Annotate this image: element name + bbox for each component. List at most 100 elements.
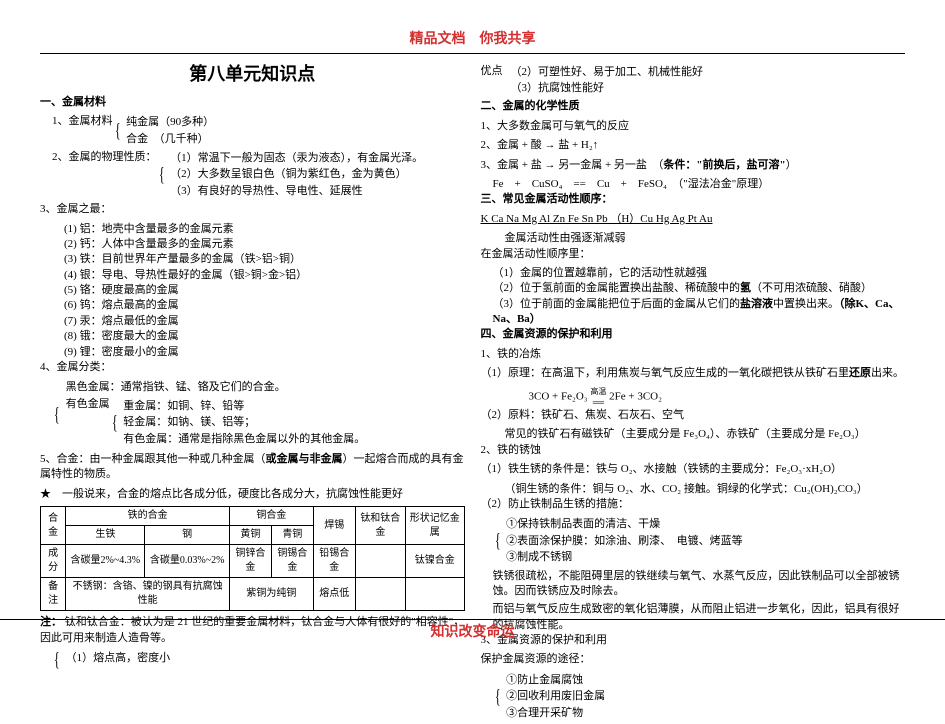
advantage-block: 优点 （2）可塑性好、易于加工、机械性能好 （3）抗腐蚀性能好	[481, 64, 906, 98]
brace-icon: {	[54, 379, 60, 450]
sec2-item-1: （1）常温下一般为固态（汞为液态），有金属光泽。	[170, 151, 423, 166]
sec1-item-1: 纯金属（90多种）	[126, 115, 214, 130]
sec2-block: 2、金属的物理性质： { （1）常温下一般为固态（汞为液态），有金属光泽。 （2…	[52, 150, 465, 200]
adv-3: （3）抗腐蚀性能好	[511, 81, 704, 96]
eq-right: 2Fe + 3CO₂	[609, 390, 662, 402]
cell: 青铜	[271, 526, 313, 545]
sec4-color-3: 有色金属：通常是指除黑色金属以外的其他金属。	[123, 432, 365, 447]
eq-condition: 高温══	[590, 386, 606, 408]
act-rule-2: （2）位于氢前面的金属能置换出盐酸、稀硫酸中的氢（不可用浓硫酸、硝酸）	[481, 281, 906, 296]
cell: 钢	[145, 526, 230, 545]
s422-item-2: ②表面涂保护膜：如涂油、刷漆、 电镀、烤蓝等	[506, 534, 743, 549]
sec4-heading: 四、金属资源的保护和利用	[481, 327, 906, 342]
sec4-2-explain1: 铁锈很疏松，不能阻碍里层的铁继续与氧气、水蒸气反应，因此铁制品可以全部被锈蚀。因…	[481, 569, 906, 600]
cell-iron: 铁的合金	[66, 507, 230, 526]
adv-2: （2）可塑性好、易于加工、机械性能好	[511, 65, 704, 80]
s43-way-3: ③合理开采矿物	[506, 706, 605, 721]
cell	[405, 578, 464, 611]
bold-cond: 条件："前换后，盐可溶"	[663, 159, 785, 171]
sec2-heading: 二、金属的化学性质	[481, 99, 906, 114]
sec4-color-block: 有色金属 { 重金属：如铜、锌、铅等 轻金属：如钠、镁、铝等； 有色金属：通常是…	[66, 397, 366, 449]
table-row: 成分 含碳量2%~4.3% 含碳量0.03%~2% 铜锌合金 铜锡合金 铅锡合金…	[41, 545, 465, 578]
bold-except: （除K、Ca、Na、Ba）	[493, 298, 900, 325]
sec2-label: 2、金属的物理性质：	[52, 150, 157, 200]
sec4-2-1: （1）铁生锈的条件是：铁与 O₂、水接触（铁锈的主要成分：Fe₂O₃·xH₂O）	[481, 462, 906, 477]
sec4-3-brace: { ①防止金属腐蚀 ②回收利用废旧金属 ③合理开采矿物	[493, 672, 906, 722]
footer-banner: 知识改变命运	[0, 619, 945, 643]
brace-icon: {	[112, 397, 118, 449]
sec4-1-eq-line: 3CO + Fe₂O₃ 高温══ 2Fe + 3CO₂	[481, 386, 906, 408]
cell: 含碳量2%~4.3%	[66, 545, 145, 578]
sec2-item-3: （3）有良好的导热性、导电性、延展性	[170, 184, 423, 199]
sec3-item-7: (7) 汞：熔点最低的金属	[40, 314, 465, 329]
sec1-heading: 一、金属材料	[40, 95, 465, 110]
cell-solder: 焊锡	[313, 507, 355, 545]
cell: 生铁	[66, 526, 145, 545]
alloy-table: 合金 铁的合金 铜合金 焊锡 钛和钛合金 形状记忆金属 生铁 钢 黄铜 青铜 成…	[40, 506, 465, 611]
cell: 熔点低	[313, 578, 355, 611]
sec4-2-2-brace: { ①保持铁制品表面的清洁、干燥 ②表面涂保护膜：如涂油、刷漆、 电镀、烤蓝等 …	[493, 516, 906, 566]
cond-text: 高温	[590, 387, 606, 396]
sec4-color-1: 重金属：如铜、锌、铅等	[123, 399, 365, 414]
s422-item-3: ③制成不锈钢	[506, 550, 743, 565]
header-banner: 精品文档 你我共享	[40, 30, 905, 54]
cell: 备注	[41, 578, 66, 611]
sec3-item-5: (5) 铬：硬度最高的金属	[40, 283, 465, 298]
bold-h: 氢	[740, 282, 751, 294]
bold-salt: 盐溶液	[740, 298, 773, 310]
sec3-item-4: (4) 银：导电、导热性最好的金属（银>铜>金>铝）	[40, 268, 465, 283]
page-title: 第八单元知识点	[40, 62, 465, 87]
sec5-bold: 或金属与非金属	[266, 453, 343, 465]
cell: 不锈钢：含铬、镍的钢具有抗腐蚀性能	[66, 578, 230, 611]
act-rule-3: （3）位于前面的金属能把位于后面的金属从它们的盐溶液中置换出来。（除K、Ca、N…	[481, 297, 906, 328]
sec3-item-1: (1) 铝：地壳中含量最多的金属元素	[40, 222, 465, 237]
sec3-label: 3、金属之最：	[40, 202, 465, 217]
sec1-item-2: 合金 （几千种）	[126, 132, 214, 147]
cell: 钛镍合金	[405, 545, 464, 578]
cell-copper: 铜合金	[229, 507, 313, 526]
sec3-item-2: (2) 钙：人体中含量最多的金属元素	[40, 237, 465, 252]
activity-series: K Ca Na Mg Al Zn Fe Sn Pb （H）Cu Hg Ag Pt…	[481, 212, 906, 227]
sec2-2: 2、金属 + 酸 → 盐 + H₂↑	[481, 138, 906, 153]
cell: 铜锡合金	[271, 545, 313, 578]
cell: 铅锡合金	[313, 545, 355, 578]
s422-item-1: ①保持铁制品表面的清洁、干燥	[506, 517, 743, 532]
eq-text: 3CO + Fe₂O₃	[529, 390, 588, 402]
brace-icon: {	[494, 516, 500, 566]
act-rule-1: （1）金属的位置越靠前，它的活动性就越强	[481, 266, 906, 281]
cell-ti: 钛和钛合金	[355, 507, 405, 545]
sec3-item-6: (6) 钨：熔点最高的金属	[40, 298, 465, 313]
cell-alloy: 合金	[41, 507, 66, 545]
s43-way-2: ②回收利用废旧金属	[506, 689, 605, 704]
sec4-color-2: 轻金属：如钠、镁、铝等；	[123, 415, 365, 430]
note-brace-1: （1）熔点高，密度小	[66, 651, 171, 666]
adv-label: 优点	[481, 64, 503, 98]
sec1-label: 1、金属材料	[52, 114, 113, 148]
sec3-item-9: (9) 锂：密度最小的金属	[40, 345, 465, 360]
brace-icon: {	[494, 672, 500, 722]
sec1-material-block: 1、金属材料 { 纯金属（90多种） 合金 （几千种）	[52, 114, 465, 148]
sec4-color-label: 有色金属	[66, 397, 110, 449]
sec4-1-label: 1、铁的冶炼	[481, 347, 906, 362]
sec3-item-3: (3) 铁：目前世界年产量最多的金属（铁>铝>铜）	[40, 252, 465, 267]
activity-rule-label: 在金属活动性顺序里：	[481, 247, 906, 262]
sec4-2-2: （2）防止铁制品生锈的措施：	[481, 497, 906, 512]
cell-memory: 形状记忆金属	[405, 507, 464, 545]
activity-note: 金属活动性由强逐渐减弱	[481, 231, 906, 246]
header-left: 精品文档 你我共享	[410, 32, 536, 47]
sec4-1-materials: （2）原料：铁矿石、焦炭、石灰石、空气	[481, 408, 906, 423]
cell: 成分	[41, 545, 66, 578]
cell	[355, 578, 405, 611]
sec2-eq: Fe + CuSO₄ == Cu + FeSO₄ （"湿法冶金"原理）	[481, 177, 906, 192]
s43-way-1: ①防止金属腐蚀	[506, 673, 605, 688]
cell: 铜锌合金	[229, 545, 271, 578]
sec2-item-2: （2）大多数呈银白色（铜为紫红色，金为黄色）	[170, 167, 423, 182]
sec4-black: 黑色金属：通常指铁、锰、铬及它们的合金。	[66, 380, 366, 395]
sec4-label: 4、金属分类：	[40, 360, 465, 375]
sec5-star: ★ 一般说来，合金的熔点比各成分低，硬度比各成分大，抗腐蚀性能更好	[40, 487, 465, 502]
cell: 黄铜	[229, 526, 271, 545]
sec2-3: 3、金属 + 盐 → 另一金属 + 另一盐 （条件："前换后，盐可溶"）	[481, 158, 906, 173]
sec4-2-1-note: （铜生锈的条件：铜与 O₂、水、CO₂ 接触。铜绿的化学式：Cu₂(OH)₂CO…	[481, 482, 906, 497]
sec4-3-ways-label: 保护金属资源的途径：	[481, 652, 906, 667]
footer-text: 知识改变命运	[431, 625, 515, 640]
